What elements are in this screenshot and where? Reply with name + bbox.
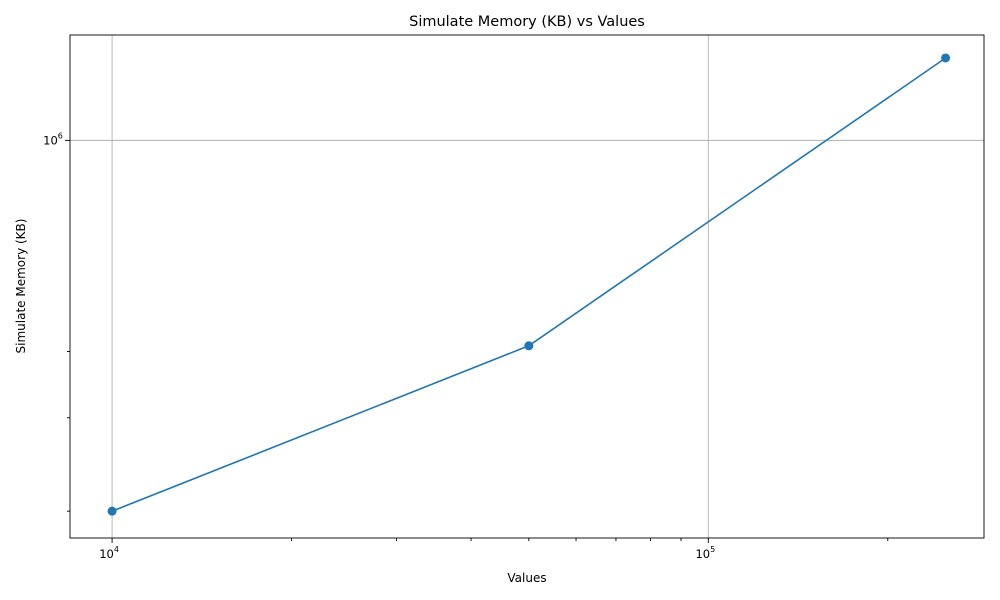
x-tick-label-1: 105 bbox=[695, 545, 715, 561]
y-axis-label: Simulate Memory (KB) bbox=[14, 219, 28, 354]
data-point-0-1 bbox=[524, 341, 534, 351]
grid bbox=[70, 35, 984, 538]
data-point-0-0 bbox=[107, 506, 117, 516]
chart-title: Simulate Memory (KB) vs Values bbox=[409, 14, 645, 30]
series-line-0 bbox=[111, 57, 947, 512]
x-axis-label: Values bbox=[507, 571, 546, 585]
x-tick-label-0: 104 bbox=[99, 545, 119, 561]
data-point-0-2 bbox=[941, 53, 951, 63]
y-tick-label-0: 106 bbox=[43, 131, 63, 147]
axis-ticks: 104 105 106 bbox=[43, 131, 889, 561]
series-layer bbox=[107, 53, 951, 516]
plot-area-frame bbox=[69, 34, 985, 539]
